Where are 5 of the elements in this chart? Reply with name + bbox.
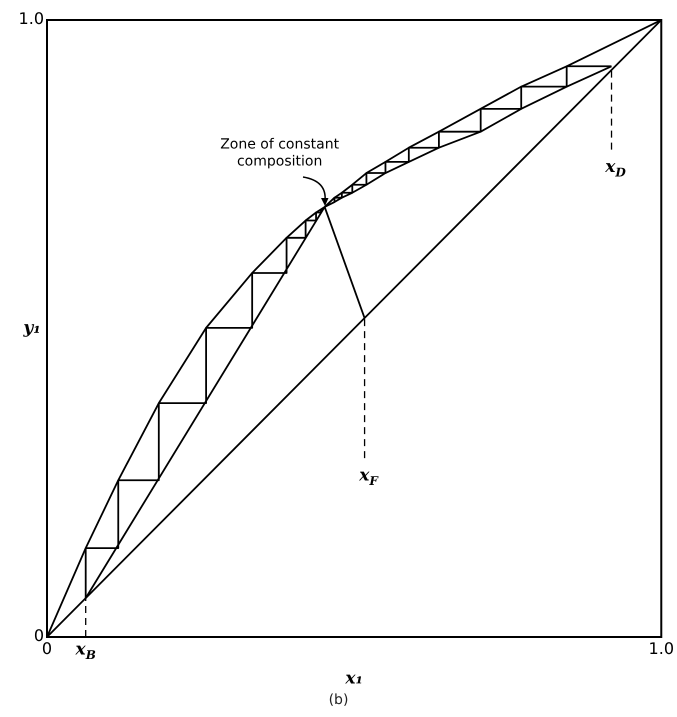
annotation: Zone of constant composition — [220, 136, 340, 170]
y-axis-title: y₁ — [22, 318, 41, 338]
x-tick-label: 1.0 — [648, 638, 674, 658]
x-axis-title: x₁ — [344, 668, 363, 688]
text: (b) — [328, 692, 350, 708]
